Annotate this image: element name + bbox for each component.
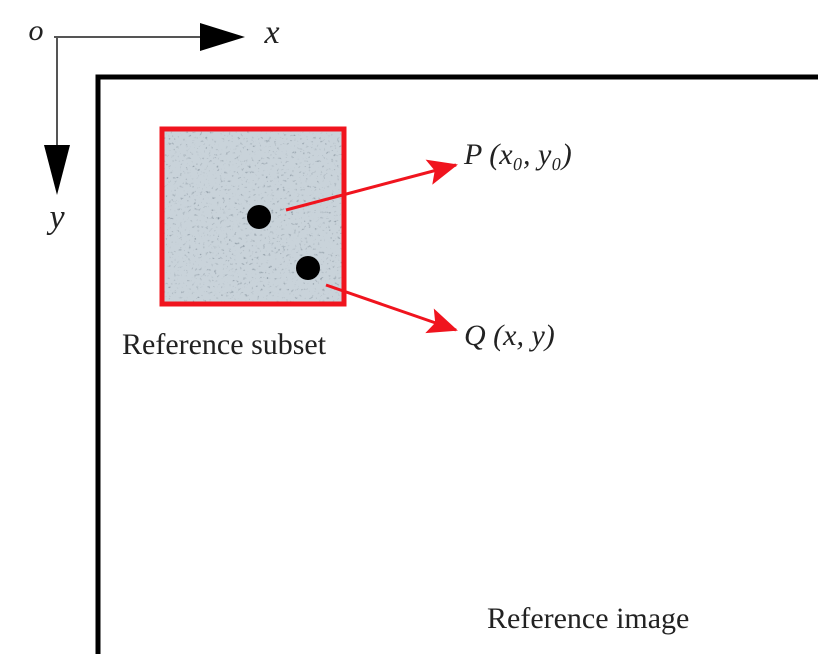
point-p-label: P (x₀, y₀) (463, 138, 572, 171)
x-axis-label: x (263, 14, 279, 51)
y-axis-label: y (46, 199, 65, 236)
origin-label: o (29, 14, 44, 47)
x-axis-arrowhead (200, 23, 245, 51)
point-p (247, 205, 271, 229)
diagram: o x y P (x₀, y₀) Q (x, y) Reference subs… (0, 0, 818, 654)
arrow-q (326, 285, 456, 330)
image-label: Reference image (487, 602, 689, 635)
point-q (296, 256, 320, 280)
point-q-label: Q (x, y) (464, 319, 555, 352)
page: o x y P (x₀, y₀) Q (x, y) Reference subs… (0, 0, 818, 654)
y-axis-arrowhead (44, 145, 70, 195)
subset-label: Reference subset (122, 328, 327, 361)
